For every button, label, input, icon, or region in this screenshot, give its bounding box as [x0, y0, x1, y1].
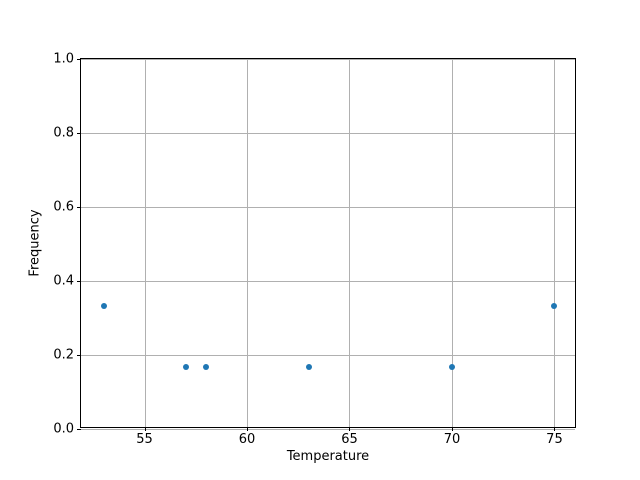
- x-tick-mark: [554, 427, 556, 431]
- x-gridline: [349, 59, 351, 427]
- y-gridline: [81, 133, 575, 134]
- y-tick-mark: [77, 207, 81, 208]
- y-gridline: [81, 59, 575, 60]
- y-tick-label: 0.4: [53, 273, 74, 289]
- y-tick-label: 0.0: [53, 421, 74, 437]
- x-tick-label: 70: [443, 432, 461, 447]
- y-tick-label: 0.6: [53, 199, 74, 215]
- x-axis-label: Temperature: [286, 449, 370, 464]
- data-point: [182, 364, 189, 371]
- y-tick-label: 0.8: [53, 125, 74, 141]
- x-tick-label: 65: [341, 432, 358, 447]
- y-axis-label: Frequency: [27, 209, 43, 277]
- y-gridline: [81, 429, 575, 430]
- data-point: [100, 302, 107, 309]
- x-tick-mark: [451, 427, 453, 431]
- y-tick-mark: [77, 355, 81, 356]
- data-point: [305, 364, 312, 371]
- x-gridline: [144, 59, 146, 427]
- x-tick-label: 75: [546, 432, 563, 447]
- x-tick-mark: [144, 427, 146, 431]
- y-gridline: [81, 355, 575, 356]
- y-tick-mark: [77, 429, 81, 430]
- y-tick-label: 0.2: [53, 347, 74, 363]
- y-gridline: [81, 281, 575, 282]
- data-point: [551, 302, 558, 309]
- x-tick-mark: [349, 427, 351, 431]
- x-gridline: [247, 59, 249, 427]
- x-gridline: [451, 59, 453, 427]
- data-point: [203, 364, 210, 371]
- y-tick-mark: [77, 59, 81, 60]
- plot-area: 55 60 65 70 75 0.0 0.2 0.4 0.6 0.8 1.0: [53, 52, 576, 447]
- x-tick-label: 60: [238, 432, 256, 447]
- x-gridline: [554, 59, 556, 427]
- x-tick-mark: [247, 427, 249, 431]
- y-tick-mark: [77, 133, 81, 134]
- y-tick-mark: [77, 281, 81, 282]
- y-tick-label: 1.0: [53, 51, 74, 67]
- x-tick-label: 55: [136, 432, 153, 447]
- y-gridline: [81, 207, 575, 208]
- data-point: [448, 364, 455, 371]
